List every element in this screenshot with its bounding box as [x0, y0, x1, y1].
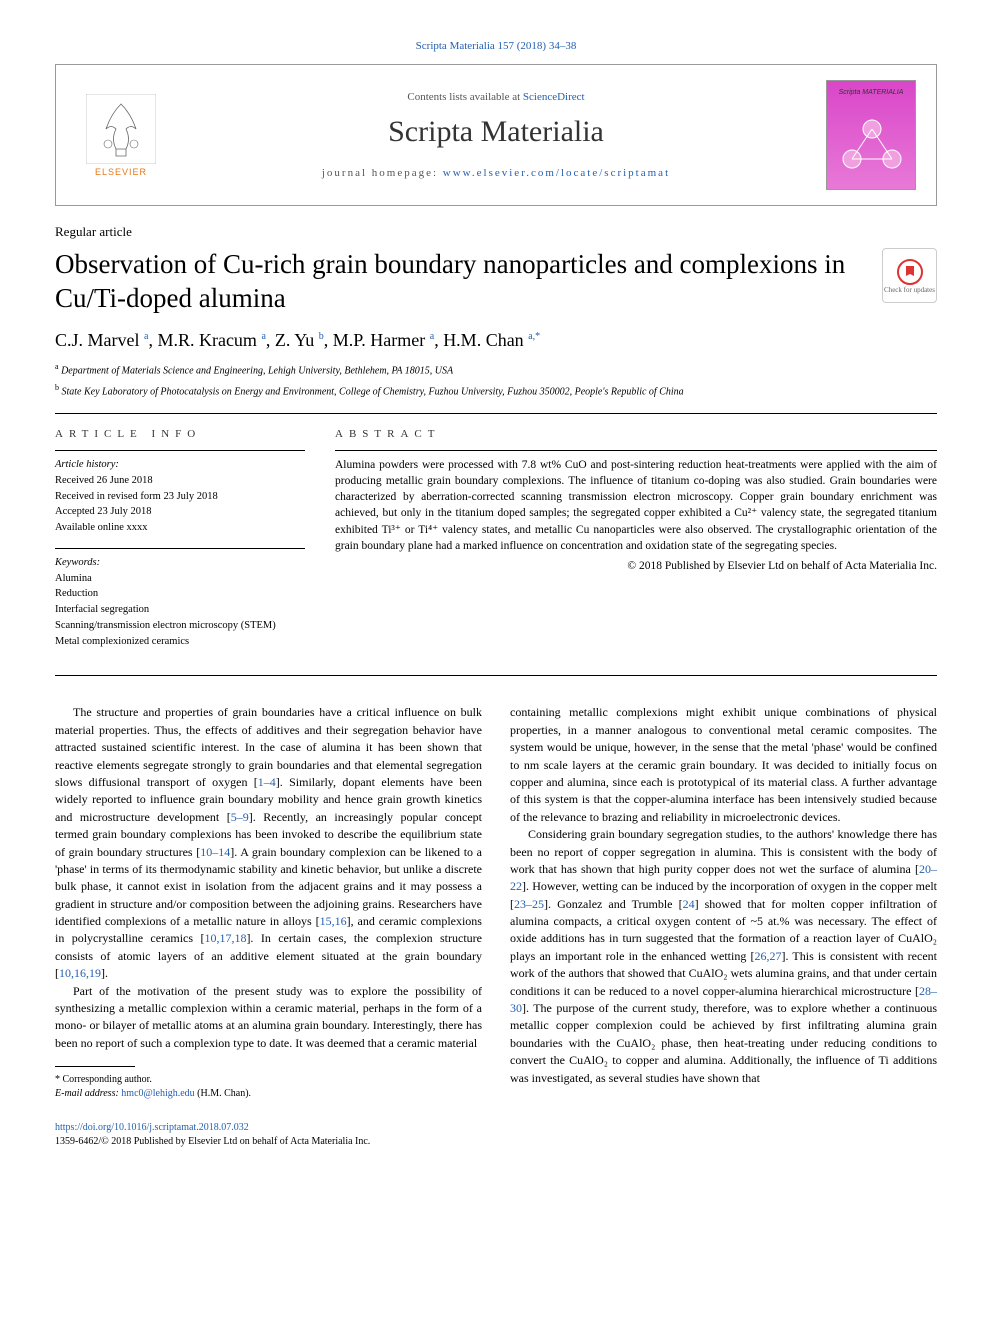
abstract: ABSTRACT Alumina powders were processed …	[335, 428, 937, 661]
email-name: (H.M. Chan).	[195, 1088, 251, 1099]
journal-homepage: journal homepage: www.elsevier.com/locat…	[166, 167, 826, 179]
affiliation-a: a Department of Materials Science and En…	[55, 361, 937, 378]
homepage-link[interactable]: www.elsevier.com/locate/scriptamat	[443, 167, 670, 179]
corresponding-author-footnote: * Corresponding author. E-mail address: …	[55, 1073, 482, 1101]
corr-email-line: E-mail address: hmc0@lehigh.edu (H.M. Ch…	[55, 1087, 482, 1101]
page-footer: https://doi.org/10.1016/j.scriptamat.201…	[55, 1121, 937, 1149]
keyword: Metal complexionized ceramics	[55, 634, 305, 650]
homepage-prefix: journal homepage:	[322, 167, 443, 179]
article-info-heading: ARTICLE INFO	[55, 428, 305, 440]
check-updates-badge[interactable]: Check for updates	[882, 248, 937, 303]
cover-title: Scripta MATERIALIA	[827, 81, 915, 96]
journal-cover-thumbnail: Scripta MATERIALIA	[826, 80, 916, 190]
keywords-label: Keywords:	[55, 555, 305, 571]
body-para: containing metallic complexions might ex…	[510, 704, 937, 826]
info-abstract-row: ARTICLE INFO Article history: Received 2…	[55, 428, 937, 661]
article-type: Regular article	[55, 224, 937, 240]
history-label: Article history:	[55, 457, 305, 473]
divider	[55, 413, 937, 414]
journal-header-center: Contents lists available at ScienceDirec…	[166, 91, 826, 179]
email-link[interactable]: hmc0@lehigh.edu	[121, 1088, 194, 1099]
history-online: Available online xxxx	[55, 520, 305, 536]
elsevier-logo: ELSEVIER	[76, 85, 166, 185]
body-col-2: containing metallic complexions might ex…	[510, 704, 937, 1101]
corr-label: * Corresponding author.	[55, 1073, 482, 1087]
doi-link[interactable]: https://doi.org/10.1016/j.scriptamat.201…	[55, 1122, 249, 1133]
keyword: Scanning/transmission electron microscop…	[55, 618, 305, 634]
sciencedirect-link[interactable]: ScienceDirect	[523, 91, 585, 103]
keyword: Reduction	[55, 586, 305, 602]
page: Scripta Materialia 157 (2018) 34–38 ELSE…	[0, 0, 992, 1179]
footnote-separator	[55, 1066, 135, 1067]
journal-header-box: ELSEVIER Contents lists available at Sci…	[55, 64, 937, 206]
contents-prefix: Contents lists available at	[407, 91, 522, 103]
abstract-heading: ABSTRACT	[335, 428, 937, 440]
updates-icon	[896, 258, 924, 286]
body-columns: The structure and properties of grain bo…	[55, 704, 937, 1101]
history-received: Received 26 June 2018	[55, 473, 305, 489]
body-para: Considering grain boundary segregation s…	[510, 826, 937, 1087]
info-divider-2	[55, 548, 305, 549]
article-info: ARTICLE INFO Article history: Received 2…	[55, 428, 305, 661]
title-row: Observation of Cu-rich grain boundary na…	[55, 248, 937, 330]
keyword: Alumina	[55, 571, 305, 587]
history-revised: Received in revised form 23 July 2018	[55, 489, 305, 505]
body-para: The structure and properties of grain bo…	[55, 704, 482, 982]
keywords: Keywords: Alumina Reduction Interfacial …	[55, 555, 305, 650]
body-para: Part of the motivation of the present st…	[55, 983, 482, 1053]
email-label: E-mail address:	[55, 1088, 121, 1099]
header-citation: Scripta Materialia 157 (2018) 34–38	[55, 40, 937, 52]
authors: C.J. Marvel a, M.R. Kracum a, Z. Yu b, M…	[55, 330, 937, 351]
affiliation-b: b State Key Laboratory of Photocatalysis…	[55, 382, 937, 399]
affiliations: a Department of Materials Science and En…	[55, 361, 937, 400]
journal-name: Scripta Materialia	[166, 115, 826, 149]
elsevier-tree-icon	[86, 94, 156, 164]
divider-lower	[55, 675, 937, 676]
cover-diagram-icon	[827, 114, 917, 184]
abstract-text: Alumina powders were processed with 7.8 …	[335, 457, 937, 554]
keyword: Interfacial segregation	[55, 602, 305, 618]
contents-line: Contents lists available at ScienceDirec…	[166, 91, 826, 103]
history-accepted: Accepted 23 July 2018	[55, 504, 305, 520]
abstract-divider	[335, 450, 937, 451]
info-divider	[55, 450, 305, 451]
article-history: Article history: Received 26 June 2018 R…	[55, 457, 305, 536]
article-title: Observation of Cu-rich grain boundary na…	[55, 248, 867, 316]
issn-copyright: 1359-6462/© 2018 Published by Elsevier L…	[55, 1136, 370, 1147]
body-col-1: The structure and properties of grain bo…	[55, 704, 482, 1101]
abstract-copyright: © 2018 Published by Elsevier Ltd on beha…	[335, 560, 937, 572]
updates-text: Check for updates	[884, 286, 935, 294]
elsevier-name: ELSEVIER	[95, 167, 147, 177]
